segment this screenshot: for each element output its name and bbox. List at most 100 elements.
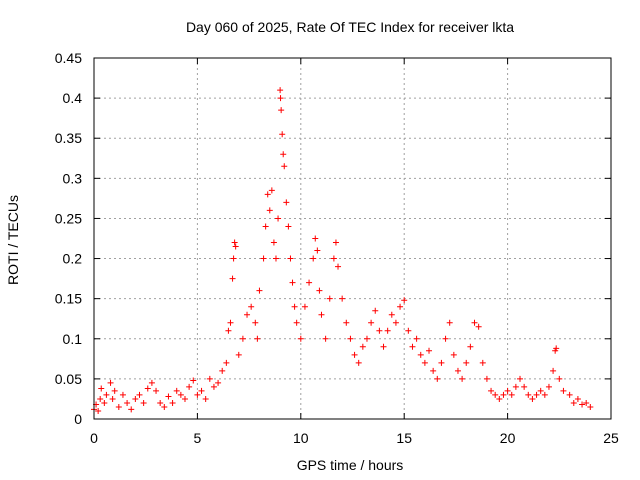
data-point bbox=[169, 399, 176, 406]
data-point bbox=[225, 327, 232, 334]
data-point bbox=[368, 319, 375, 326]
x-tick-label: 10 bbox=[293, 430, 309, 446]
data-point bbox=[291, 303, 298, 310]
data-point bbox=[254, 335, 261, 342]
data-point bbox=[566, 391, 573, 398]
data-point bbox=[347, 335, 354, 342]
data-point bbox=[235, 351, 242, 358]
data-point bbox=[287, 255, 294, 262]
data-point bbox=[115, 403, 122, 410]
data-point bbox=[103, 391, 110, 398]
data-points bbox=[91, 87, 594, 414]
data-point bbox=[272, 255, 279, 262]
data-point bbox=[504, 387, 511, 394]
data-point bbox=[107, 379, 114, 386]
data-point bbox=[132, 395, 139, 402]
data-point bbox=[570, 399, 577, 406]
data-point bbox=[275, 215, 282, 222]
data-point bbox=[283, 199, 290, 206]
data-point bbox=[318, 311, 325, 318]
data-point bbox=[545, 383, 552, 390]
data-point bbox=[293, 319, 300, 326]
data-point bbox=[446, 319, 453, 326]
data-point bbox=[426, 347, 433, 354]
data-point bbox=[471, 319, 478, 326]
data-point bbox=[359, 343, 366, 350]
data-point bbox=[372, 307, 379, 314]
data-point bbox=[101, 399, 108, 406]
data-point bbox=[244, 311, 251, 318]
data-point bbox=[173, 387, 180, 394]
data-point bbox=[124, 399, 131, 406]
data-point bbox=[256, 287, 263, 294]
data-point bbox=[339, 295, 346, 302]
data-point bbox=[153, 387, 160, 394]
data-point bbox=[181, 395, 188, 402]
data-point bbox=[239, 335, 246, 342]
data-point bbox=[312, 235, 319, 242]
data-point bbox=[186, 383, 193, 390]
data-point bbox=[264, 191, 271, 198]
data-point bbox=[363, 335, 370, 342]
data-point bbox=[161, 403, 168, 410]
data-point bbox=[413, 335, 420, 342]
data-point bbox=[434, 375, 441, 382]
data-point bbox=[111, 387, 118, 394]
data-point bbox=[560, 387, 567, 394]
data-point bbox=[326, 295, 333, 302]
y-tick-label: 0.2 bbox=[63, 251, 83, 267]
data-point bbox=[463, 359, 470, 366]
data-point bbox=[310, 255, 317, 262]
data-point bbox=[322, 335, 329, 342]
data-point bbox=[277, 87, 284, 94]
data-point bbox=[285, 223, 292, 230]
data-point bbox=[430, 367, 437, 374]
y-axis-label: ROTI / TECUs bbox=[5, 195, 21, 285]
data-point bbox=[512, 383, 519, 390]
data-point bbox=[316, 287, 323, 294]
data-point bbox=[248, 303, 255, 310]
data-point bbox=[268, 187, 275, 194]
data-point bbox=[488, 387, 495, 394]
data-point bbox=[266, 207, 273, 214]
data-point bbox=[397, 303, 404, 310]
data-point bbox=[529, 395, 536, 402]
data-point bbox=[109, 395, 116, 402]
data-point bbox=[279, 131, 286, 138]
x-tick-label: 25 bbox=[603, 430, 619, 446]
y-tick-label: 0.45 bbox=[55, 50, 82, 66]
x-tick-label: 15 bbox=[396, 430, 412, 446]
data-point bbox=[210, 383, 217, 390]
data-point bbox=[475, 323, 482, 330]
data-point bbox=[252, 319, 259, 326]
y-tick-label: 0.3 bbox=[63, 170, 83, 186]
data-point bbox=[479, 359, 486, 366]
data-point bbox=[231, 239, 238, 246]
y-tick-label: 0.25 bbox=[55, 210, 82, 226]
data-point bbox=[525, 391, 532, 398]
data-point bbox=[417, 351, 424, 358]
data-point bbox=[384, 327, 391, 334]
data-point bbox=[140, 399, 147, 406]
y-tick-label: 0.15 bbox=[55, 291, 82, 307]
data-point bbox=[280, 151, 287, 158]
data-point bbox=[227, 319, 234, 326]
data-point bbox=[355, 359, 362, 366]
data-point bbox=[332, 239, 339, 246]
y-tick-label: 0.05 bbox=[55, 371, 82, 387]
data-point bbox=[376, 327, 383, 334]
data-point bbox=[314, 247, 321, 254]
data-point bbox=[574, 395, 581, 402]
data-point bbox=[281, 163, 288, 170]
y-tick-label: 0.1 bbox=[63, 331, 83, 347]
data-point bbox=[401, 297, 408, 304]
data-point bbox=[229, 275, 236, 282]
data-point bbox=[306, 279, 313, 286]
data-point bbox=[459, 375, 466, 382]
data-point bbox=[215, 379, 222, 386]
data-point bbox=[98, 385, 105, 392]
data-point bbox=[556, 375, 563, 382]
data-point bbox=[177, 391, 184, 398]
data-point bbox=[301, 303, 308, 310]
data-point bbox=[95, 407, 102, 414]
